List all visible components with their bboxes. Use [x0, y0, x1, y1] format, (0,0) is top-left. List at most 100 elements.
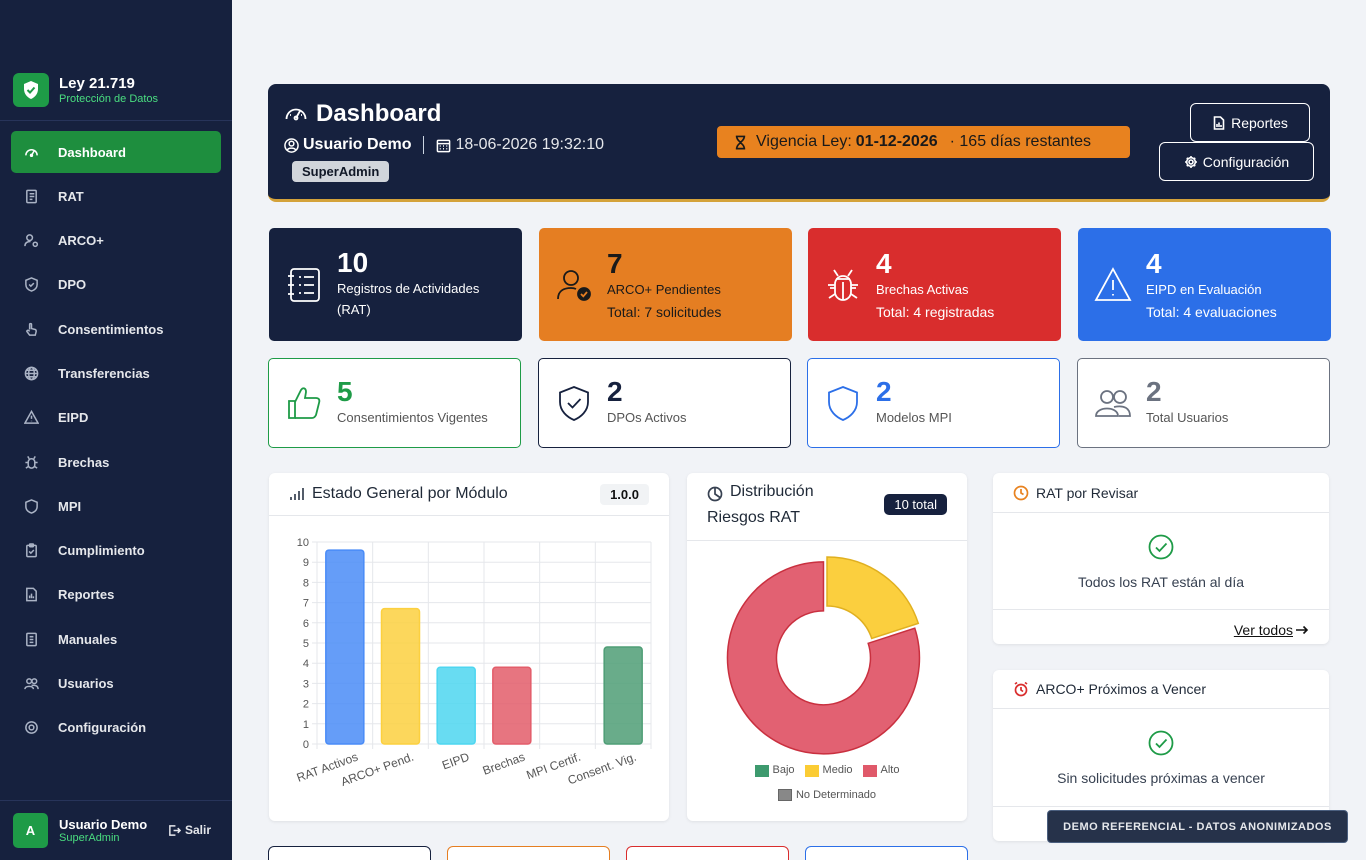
ver-todos-link[interactable]: Ver todos	[1234, 622, 1309, 638]
vigencia-badge: Vigencia Ley: 01-12-2026 · 165 días rest…	[717, 126, 1130, 158]
globe-icon	[23, 365, 39, 381]
sidebar-user: A Usuario Demo SuperAdmin Salir	[0, 800, 232, 860]
sidebar-item-label: RAT	[58, 188, 84, 204]
bar-rat-activos[interactable]	[325, 549, 365, 745]
y-tick-label: 4	[303, 658, 309, 670]
sidebar-item-brechas[interactable]: Brechas	[11, 441, 221, 483]
legend-item-medio[interactable]: Medio	[804, 759, 853, 782]
panel-header: RAT por Revisar	[993, 473, 1329, 513]
sidebar-item-manuales[interactable]: Manuales	[11, 618, 221, 660]
reportes-button[interactable]: Reportes	[1190, 103, 1310, 142]
thumbs-up-icon	[284, 383, 324, 423]
calendar-icon	[437, 139, 451, 152]
legend-item-alto[interactable]: Alto	[862, 759, 899, 782]
sidebar-item-cumplimiento[interactable]: Cumplimiento	[11, 530, 221, 572]
divider	[0, 120, 232, 121]
role-badge: SuperAdmin	[292, 161, 390, 182]
stat-label: Brechas Activas	[876, 282, 969, 297]
stat-subtext: Total: 7 solicitudes	[607, 303, 722, 320]
sidebar-item-label: Usuarios	[58, 676, 114, 692]
sidebar-nav: Dashboard RAT ARCO+ DPO Consentimientos …	[11, 131, 221, 751]
logout-button[interactable]: Salir	[168, 823, 211, 837]
sidebar: Ley 21.719 Protección de Datos Dashboard…	[0, 0, 232, 860]
stat-value: 2	[607, 376, 623, 408]
legend-swatch	[754, 764, 769, 777]
person-gear-icon	[23, 233, 39, 249]
stat-value: 7	[607, 248, 623, 280]
divider	[993, 609, 1329, 610]
configuracion-button[interactable]: Configuración	[1159, 142, 1314, 181]
slice-alto[interactable]	[726, 561, 921, 755]
stat-value: 4	[1146, 248, 1162, 280]
donut-chart	[726, 556, 921, 755]
sidebar-item-label: Dashboard	[58, 144, 126, 160]
bar-chart-icon	[290, 488, 304, 500]
avatar: A	[13, 813, 48, 848]
sidebar-item-label: EIPD	[58, 410, 89, 426]
stat-card-rat[interactable]: 10 Registros de Actividades (RAT)	[269, 228, 522, 341]
sidebar-item-transferencias[interactable]: Transferencias	[11, 352, 221, 394]
shield-logo-icon	[13, 73, 49, 107]
panel-title: Estado General por Módulo	[312, 485, 508, 502]
shield-icon	[823, 383, 863, 423]
stat-subtext: Total: 4 registradas	[876, 303, 995, 320]
sidebar-item-label: MPI	[58, 498, 82, 514]
legend-swatch	[777, 789, 792, 801]
header-user-name: Usuario Demo	[303, 136, 412, 153]
y-tick-label: 9	[303, 557, 309, 569]
page-title-text: Dashboard	[316, 100, 442, 127]
stat-value: 5	[337, 376, 353, 408]
people-icon	[23, 676, 39, 692]
brand[interactable]: Ley 21.719 Protección de Datos	[13, 73, 158, 107]
slice-medio[interactable]	[826, 556, 920, 640]
sidebar-item-usuarios[interactable]: Usuarios	[11, 663, 221, 705]
hand-index-icon	[23, 321, 39, 337]
panel-title-line1: Distribución	[730, 483, 814, 500]
pie-chart-icon	[707, 486, 723, 502]
sidebar-item-reportes[interactable]: Reportes	[11, 574, 221, 616]
file-chart-icon	[1213, 115, 1225, 130]
stat-card-consentimientos[interactable]: 5 Consentimientos Vigentes	[268, 358, 521, 448]
stat-label: Consentimientos Vigentes	[337, 410, 488, 425]
sidebar-item-label: Configuración	[58, 720, 147, 736]
sidebar-item-rat[interactable]: RAT	[11, 175, 221, 217]
sidebar-item-dashboard[interactable]: Dashboard	[11, 131, 221, 173]
vigencia-remaining: · 165 días restantes	[949, 133, 1092, 150]
sidebar-item-consentimientos[interactable]: Consentimientos	[11, 308, 221, 350]
bar-consent-vig-[interactable]	[603, 646, 643, 745]
stat-card-mpi[interactable]: 2 Modelos MPI	[807, 358, 1060, 448]
journal-icon	[23, 188, 39, 204]
stat-label: Total Usuarios	[1146, 410, 1229, 425]
sidebar-item-arco[interactable]: ARCO+	[11, 220, 221, 262]
sidebar-item-configuracion[interactable]: Configuración	[11, 707, 221, 749]
stat-label: Registros de Actividades (RAT)	[337, 281, 480, 317]
sidebar-item-dpo[interactable]: DPO	[11, 264, 221, 306]
total-badge: 10 total	[884, 494, 947, 515]
legend-item-no-determinado[interactable]: No Determinado	[777, 784, 877, 807]
stat-card-arco[interactable]: 7 ARCO+ Pendientes Total: 7 solicitudes	[539, 228, 792, 341]
sidebar-item-label: Manuales	[58, 631, 118, 647]
person-circle-icon	[284, 137, 299, 153]
journal-list-icon	[284, 265, 324, 305]
stat-card-dpo[interactable]: 2 DPOs Activos	[538, 358, 791, 448]
bar-brechas[interactable]	[492, 666, 532, 745]
legend-swatch	[862, 764, 877, 777]
check-circle-icon	[1148, 534, 1174, 560]
legend-item-bajo[interactable]: Bajo	[754, 759, 795, 782]
legend-label: No Determinado	[795, 788, 877, 801]
stat-card-brechas[interactable]: 4 Brechas Activas Total: 4 registradas	[808, 228, 1061, 341]
stat-card-eipd[interactable]: 4 EIPD en Evaluación Total: 4 evaluacion…	[1078, 228, 1331, 341]
sidebar-item-eipd[interactable]: EIPD	[11, 397, 221, 439]
dashboard-header: Dashboard Usuario Demo 18-06-2026 19:32:…	[268, 84, 1330, 202]
bar-eipd[interactable]	[436, 666, 476, 745]
stat-card-usuarios[interactable]: 2 Total Usuarios	[1077, 358, 1330, 448]
stat-value: 4	[876, 248, 892, 280]
y-tick-label: 10	[297, 537, 309, 549]
bottom-card	[626, 846, 789, 860]
bar-arco-pend-[interactable]	[380, 607, 421, 745]
bottom-card	[805, 846, 968, 860]
sidebar-item-mpi[interactable]: MPI	[11, 485, 221, 527]
stat-value: 2	[876, 376, 892, 408]
empty-message: Todos los RAT están al día	[1077, 574, 1245, 590]
person-check-icon	[554, 265, 594, 305]
